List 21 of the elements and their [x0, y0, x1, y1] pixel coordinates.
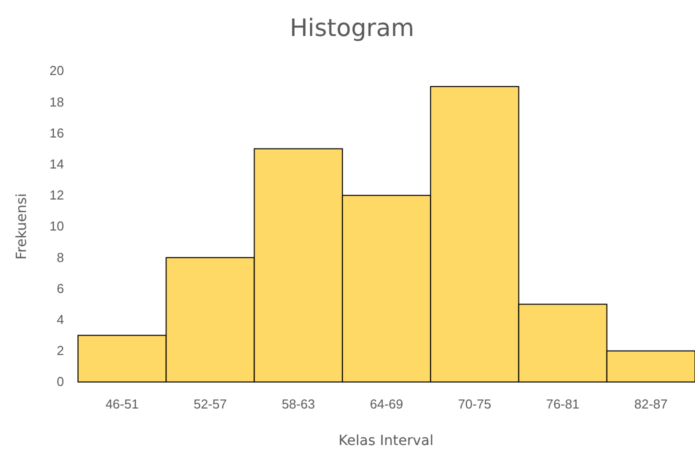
- x-axis-title: Kelas Interval: [338, 433, 434, 449]
- y-tick-label: 2: [56, 343, 64, 358]
- y-tick-label: 14: [50, 156, 64, 172]
- y-tick-label: 0: [56, 374, 64, 390]
- y-tick-label: 18: [50, 94, 64, 110]
- chart-title: Histogram: [290, 14, 414, 42]
- y-tick-label: 10: [50, 218, 64, 234]
- y-tick-label: 4: [56, 312, 64, 327]
- x-tick-label: 46-51: [105, 396, 139, 412]
- x-tick-label: 76-81: [546, 396, 580, 412]
- x-tick-label: 52-57: [194, 396, 227, 412]
- y-tick-label: 12: [50, 188, 64, 203]
- x-tick-label: 82-87: [634, 396, 668, 412]
- x-tick-label: 70-75: [458, 396, 492, 412]
- x-tick-label: 64-69: [370, 396, 404, 412]
- y-axis-title: Frekuensi: [14, 193, 30, 260]
- y-tick-label: 6: [56, 280, 64, 296]
- y-tick-label: 16: [50, 125, 64, 140]
- y-tick-label: 8: [56, 250, 64, 265]
- x-tick-label: 58-63: [282, 396, 315, 412]
- y-tick-label: 20: [50, 63, 64, 78]
